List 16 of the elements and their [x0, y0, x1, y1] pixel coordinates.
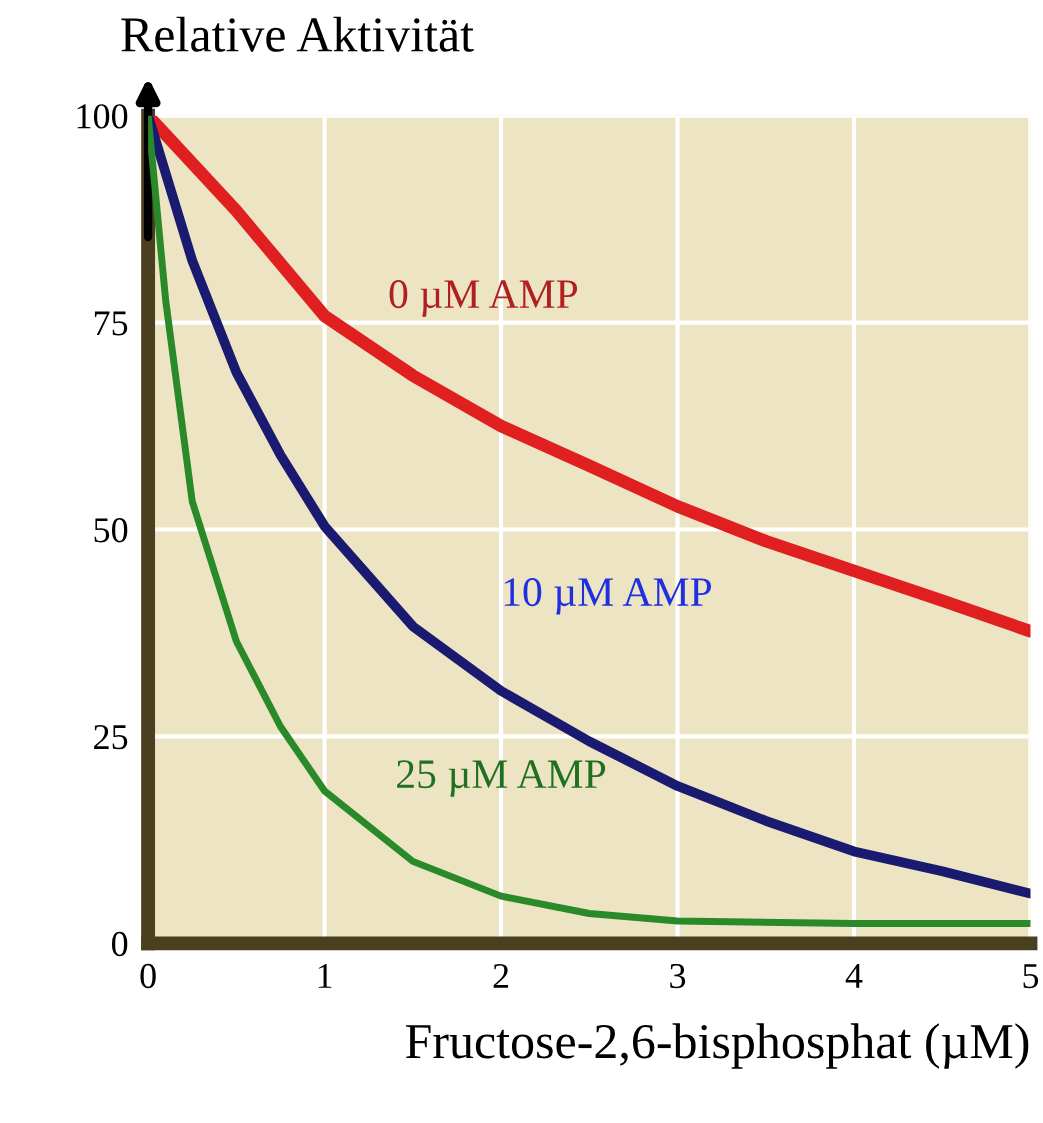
y-axis-title: Relative Aktivität — [121, 16, 474, 52]
series-label: 10 µM AMP — [504, 578, 712, 615]
x-tick-label: 0 — [140, 963, 156, 989]
y-tick-label: 25 — [94, 725, 128, 750]
x-tick-label: 5 — [1023, 964, 1039, 989]
x-tick-label: 4 — [845, 964, 863, 988]
x-tick-label: 3 — [670, 963, 686, 989]
x-axis-title: Fructose-2,6-bisphosphat (µM) — [405, 1023, 1029, 1069]
y-tick-label: 0 — [111, 931, 128, 957]
y-tick-label: 50 — [94, 518, 128, 543]
x-tick-label: 2 — [493, 963, 509, 988]
x-tick-label: 1 — [318, 963, 332, 988]
series-label: 0 µM AMP — [389, 280, 578, 317]
y-tick-label: 75 — [94, 311, 128, 336]
y-tick-label: 100 — [77, 104, 128, 129]
series-label: 25 µM AMP — [397, 760, 606, 797]
